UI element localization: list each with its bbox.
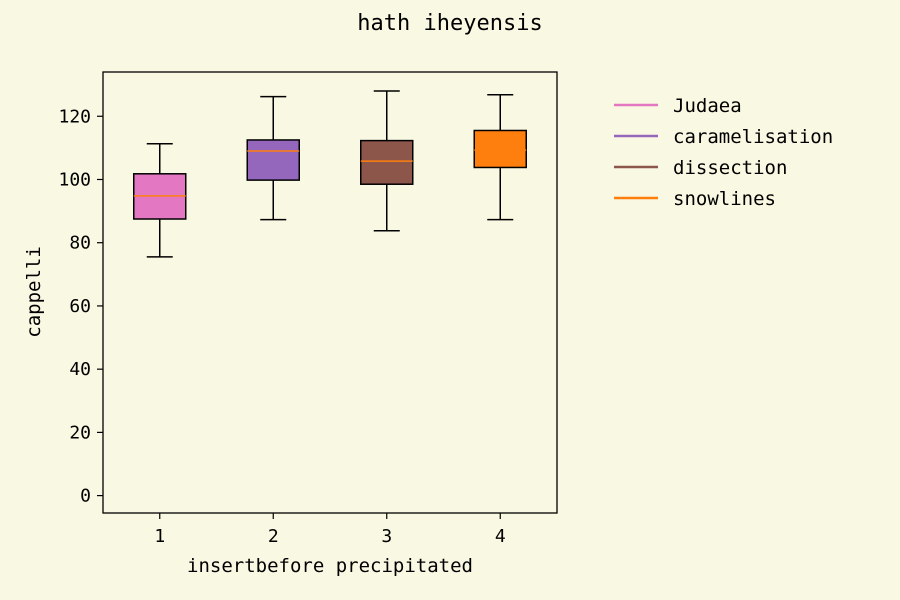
box-body xyxy=(246,139,300,181)
y-tick-label: 120 xyxy=(58,106,91,127)
plot-area: 0 20 40 60 80 100 120 1 2 3 4 xyxy=(58,71,558,547)
legend-label: Judaea xyxy=(673,95,742,117)
box-dissection xyxy=(360,90,414,232)
box-judaea xyxy=(133,143,187,258)
chart-title: hath iheyensis xyxy=(357,11,542,36)
x-tick-label: 1 xyxy=(154,526,165,547)
box-caramelisation xyxy=(246,95,300,221)
y-tick-label: 80 xyxy=(69,233,91,254)
y-axis-title: cappelli xyxy=(23,246,45,338)
legend-label: caramelisation xyxy=(673,126,833,148)
x-tick-label: 2 xyxy=(268,526,279,547)
plot-frame xyxy=(102,71,558,514)
legend-label: dissection xyxy=(673,157,787,179)
x-tick-label: 3 xyxy=(381,526,392,547)
y-tick-label: 40 xyxy=(69,359,91,380)
legend-label: snowlines xyxy=(673,188,776,210)
y-tick-label: 20 xyxy=(69,422,91,443)
y-tick-label: 0 xyxy=(80,486,91,507)
x-axis-title: insertbefore precipitated xyxy=(187,555,473,577)
box-body xyxy=(473,129,527,169)
legend: Judaea caramelisation dissection snowlines xyxy=(614,95,833,210)
x-tick-label: 4 xyxy=(495,526,506,547)
box-snowlines xyxy=(473,94,527,221)
y-tick-label: 60 xyxy=(69,296,91,317)
y-tick-label: 100 xyxy=(58,169,91,190)
box-body xyxy=(360,139,414,185)
